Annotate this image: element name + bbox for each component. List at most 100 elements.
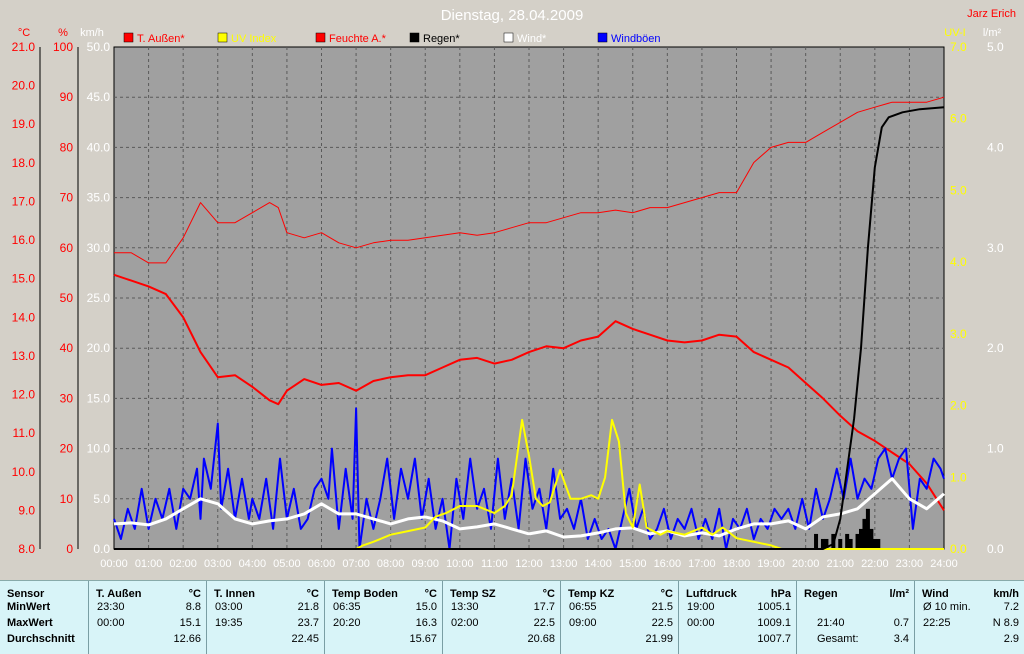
stats-value: 21.5 [651, 601, 673, 613]
stats-unit: °C [424, 588, 437, 600]
tick-label-left_temp: 14.0 [12, 310, 36, 324]
tick-label-x: 04:00 [239, 558, 267, 570]
series-line-2 [114, 96, 945, 264]
rain-bar [848, 538, 853, 549]
tick-label-right_uv: 1.0 [950, 470, 967, 484]
stats-time: 23:30 [97, 601, 125, 613]
rain-bar [845, 533, 850, 549]
tick-label-x: 16:00 [654, 558, 682, 570]
stats-value: 15.1 [179, 617, 201, 629]
tick-label-left_temp: 21.0 [12, 40, 36, 54]
tick-label-left_kmh: 25.0 [87, 291, 111, 305]
stats-time: 02:00 [451, 617, 479, 629]
tick-label-right_uv: 0.0 [950, 542, 967, 556]
tick-label-left_pct: 60 [60, 241, 74, 255]
stats-header: Temp KZ [568, 588, 615, 600]
stats-value: 1009.1 [757, 617, 791, 629]
tick-label-left_temp: 11.0 [13, 426, 36, 440]
tick-label-left_kmh: 30.0 [87, 241, 111, 255]
tick-label-right_uv: 6.0 [950, 112, 967, 126]
tick-label-x: 12:00 [515, 558, 543, 570]
statistics-panel: Sensor MinWert MaxWert Durchschnitt T. Außen… [0, 580, 1024, 654]
tick-label-right_uv: 3.0 [950, 327, 967, 341]
tick-label-x: 14:00 [584, 558, 612, 570]
grid-lines [114, 47, 944, 549]
tick-label-x: 18:00 [723, 558, 751, 570]
stats-value: 17.7 [533, 601, 555, 613]
tick-label-right_rain: 1.0 [987, 442, 1004, 456]
tick-label-left_temp: 17.0 [12, 194, 36, 208]
stats-value: 22.5 [651, 617, 673, 629]
tick-label-x: 24:00 [930, 558, 958, 570]
legend-swatch [217, 32, 228, 43]
stats-row-label: MinWert [7, 601, 51, 613]
stats-value: 2.9 [1003, 633, 1019, 645]
tick-label-x: 23:00 [896, 558, 924, 570]
stats-column: T. Außen °C 23:30 8.8 00:00 15.1 12.66 [88, 581, 207, 654]
axis-tick-labels: 21.0 20.0 19.0 18.0 17.0 16.0 15.0 14.0 13.0 12.0… [12, 27, 1004, 570]
series-line-1 [114, 418, 944, 550]
tick-label-right_rain: 3.0 [987, 241, 1004, 255]
rain-bar [862, 518, 867, 549]
tick-label-x: 17:00 [688, 558, 716, 570]
tick-label-right_rain: 4.0 [987, 140, 1004, 154]
stats-time: 00:00 [97, 617, 125, 629]
rain-bar [869, 528, 874, 549]
tick-label-left_temp: 10.0 [12, 465, 36, 479]
tick-label-left_pct: 30 [60, 391, 74, 405]
stats-header: T. Außen [96, 588, 142, 600]
legend-swatch [597, 32, 608, 43]
stats-column: T. Innen °C 03:00 21.8 19:35 23.7 22.45 [206, 581, 325, 654]
tick-label-left_kmh: 40.0 [87, 140, 111, 154]
axis-unit-left_temp: °C [18, 27, 30, 39]
stats-time: 13:30 [451, 601, 479, 613]
tick-label-x: 02:00 [169, 558, 197, 570]
tick-label-x: 07:00 [342, 558, 370, 570]
tick-label-left_kmh: 10.0 [87, 442, 111, 456]
weather-chart: Dienstag, 28.04.2009 Jarz Erich 21.0 20.0… [11, 7, 1016, 570]
stats-column: Temp Boden °C 06:35 15.0 20:20 16.3 15.67 [324, 581, 443, 654]
legend-swatch [503, 32, 514, 43]
tick-label-left_kmh: 15.0 [87, 391, 111, 405]
tick-label-left_kmh: 20.0 [87, 341, 111, 355]
stats-header: Temp SZ [450, 588, 496, 600]
tick-label-x: 05:00 [273, 558, 301, 570]
stats-value: 22.45 [291, 633, 319, 645]
stats-header: Wind [922, 588, 949, 600]
tick-label-left_temp: 19.0 [12, 117, 36, 131]
stats-row-label: MaxWert [7, 617, 53, 629]
tick-label-right_uv: 4.0 [950, 255, 967, 269]
stats-column: Temp KZ °C 06:55 21.5 09:00 22.5 21.99 [560, 581, 679, 654]
tick-label-right_uv: 2.0 [950, 399, 967, 413]
stats-header: Temp Boden [332, 588, 398, 600]
legend-swatch [409, 32, 420, 43]
stats-time: Gesamt: [817, 633, 859, 645]
stats-time: Ø 10 min. [923, 601, 971, 613]
stats-time: 09:00 [569, 617, 597, 629]
series-line-3 [114, 106, 945, 550]
tick-label-left_temp: 20.0 [12, 79, 36, 93]
rain-bar [876, 538, 881, 549]
legend-label: Regen* [423, 33, 460, 45]
tick-label-left_temp: 8.0 [18, 542, 35, 556]
axis-unit-left_pct: % [58, 27, 68, 39]
stats-value: 12.66 [173, 633, 201, 645]
stats-row-label: Durchschnitt [7, 633, 75, 645]
stats-unit: km/h [993, 588, 1019, 600]
stats-column: Wind km/h Ø 10 min. 7.2 22:25 N 8.9 2.9 [914, 581, 1024, 654]
rain-bar [820, 538, 825, 549]
stats-column: Temp SZ °C 13:30 17.7 02:00 22.5 20.68 [442, 581, 561, 654]
stats-column: Regen l/m² 21:40 0.7 Gesamt: 3.4 [796, 581, 915, 654]
legend-label: Wind* [517, 33, 547, 45]
tick-label-x: 15:00 [619, 558, 647, 570]
legend-label: Windböen [611, 33, 661, 45]
tick-label-left_pct: 90 [60, 90, 74, 104]
rain-bar [872, 538, 877, 549]
stats-time: 06:35 [333, 601, 361, 613]
stats-unit: °C [188, 588, 201, 600]
tick-label-right_uv: 7.0 [950, 40, 967, 54]
stats-value: N 8.9 [992, 617, 1019, 629]
stats-header: Sensor [7, 588, 45, 600]
tick-label-left_pct: 20 [60, 442, 74, 456]
stats-value: 16.3 [415, 617, 437, 629]
